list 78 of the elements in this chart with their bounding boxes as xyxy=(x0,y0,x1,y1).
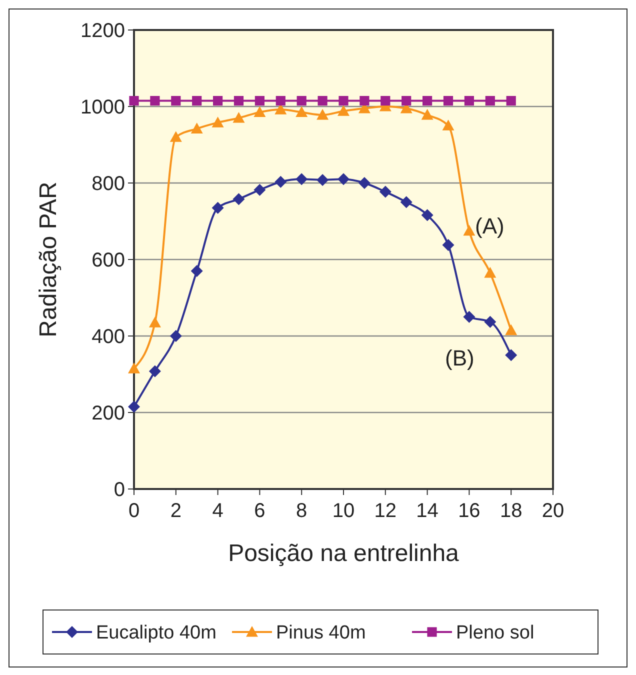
point xyxy=(128,362,140,374)
point xyxy=(421,209,434,222)
y-axis-title: Radiação PAR xyxy=(35,182,62,338)
point xyxy=(505,349,518,362)
point xyxy=(400,196,412,208)
y-tick-label: 600 xyxy=(92,250,125,272)
point xyxy=(296,173,308,186)
point xyxy=(254,184,266,196)
point xyxy=(254,106,266,118)
point xyxy=(190,122,203,134)
point xyxy=(276,96,286,106)
point xyxy=(380,96,390,106)
point xyxy=(190,264,203,277)
annotation: (B) xyxy=(445,346,474,371)
point xyxy=(254,96,264,106)
point xyxy=(463,224,476,236)
x-tick-label: 18 xyxy=(500,500,522,522)
point xyxy=(360,96,370,106)
x-tick-label: 0 xyxy=(128,500,140,522)
x-tick-label: 12 xyxy=(374,500,397,522)
x-tick-label: 16 xyxy=(458,500,480,522)
point xyxy=(379,186,392,198)
point xyxy=(402,96,412,106)
legend-label: Pleno sol xyxy=(456,622,534,644)
point xyxy=(442,238,454,251)
point xyxy=(129,96,139,106)
point xyxy=(192,96,202,106)
point xyxy=(422,96,432,106)
point xyxy=(316,108,329,120)
point xyxy=(232,193,245,206)
y-tick-label: 800 xyxy=(92,173,125,195)
point xyxy=(170,330,182,342)
point xyxy=(234,96,244,106)
y-tick-label: 0 xyxy=(114,479,125,501)
point xyxy=(338,96,348,106)
y-tick-label: 400 xyxy=(92,326,125,348)
point xyxy=(148,365,161,378)
point xyxy=(421,108,434,120)
point xyxy=(485,96,495,106)
point xyxy=(128,400,140,413)
y-tick-label: 1000 xyxy=(80,96,125,118)
point xyxy=(505,324,518,336)
y-tick-label: 200 xyxy=(92,402,125,424)
point xyxy=(171,96,181,106)
point xyxy=(506,96,516,106)
point xyxy=(464,96,474,106)
point xyxy=(338,173,350,186)
point xyxy=(484,266,496,278)
x-tick-label: 2 xyxy=(170,500,182,522)
x-tick-label: 8 xyxy=(296,500,308,522)
point xyxy=(296,96,306,106)
point xyxy=(150,96,160,106)
point xyxy=(213,96,223,106)
point xyxy=(484,316,496,328)
x-tick-label: 6 xyxy=(254,500,266,522)
y-tick-label: 1200 xyxy=(80,20,125,42)
point xyxy=(274,176,287,188)
point xyxy=(358,177,370,189)
point xyxy=(338,105,350,116)
point xyxy=(296,106,308,118)
x-tick-label: 14 xyxy=(416,500,438,522)
point xyxy=(212,116,224,128)
x-tick-label: 10 xyxy=(332,500,355,522)
annotation: (A) xyxy=(475,214,504,239)
point xyxy=(443,96,454,106)
point xyxy=(212,202,224,214)
point xyxy=(148,316,161,328)
point xyxy=(232,112,245,123)
point xyxy=(170,131,182,142)
point xyxy=(316,174,329,186)
point xyxy=(318,96,328,106)
legend-label: Pinus 40m xyxy=(276,622,366,644)
point xyxy=(463,310,476,323)
point xyxy=(442,120,454,130)
x-tick-label: 4 xyxy=(212,500,224,522)
x-tick-label: 20 xyxy=(542,500,564,522)
x-axis-title: Posição na entrelinha xyxy=(228,540,460,567)
legend-label: Eucalipto 40m xyxy=(96,622,216,644)
